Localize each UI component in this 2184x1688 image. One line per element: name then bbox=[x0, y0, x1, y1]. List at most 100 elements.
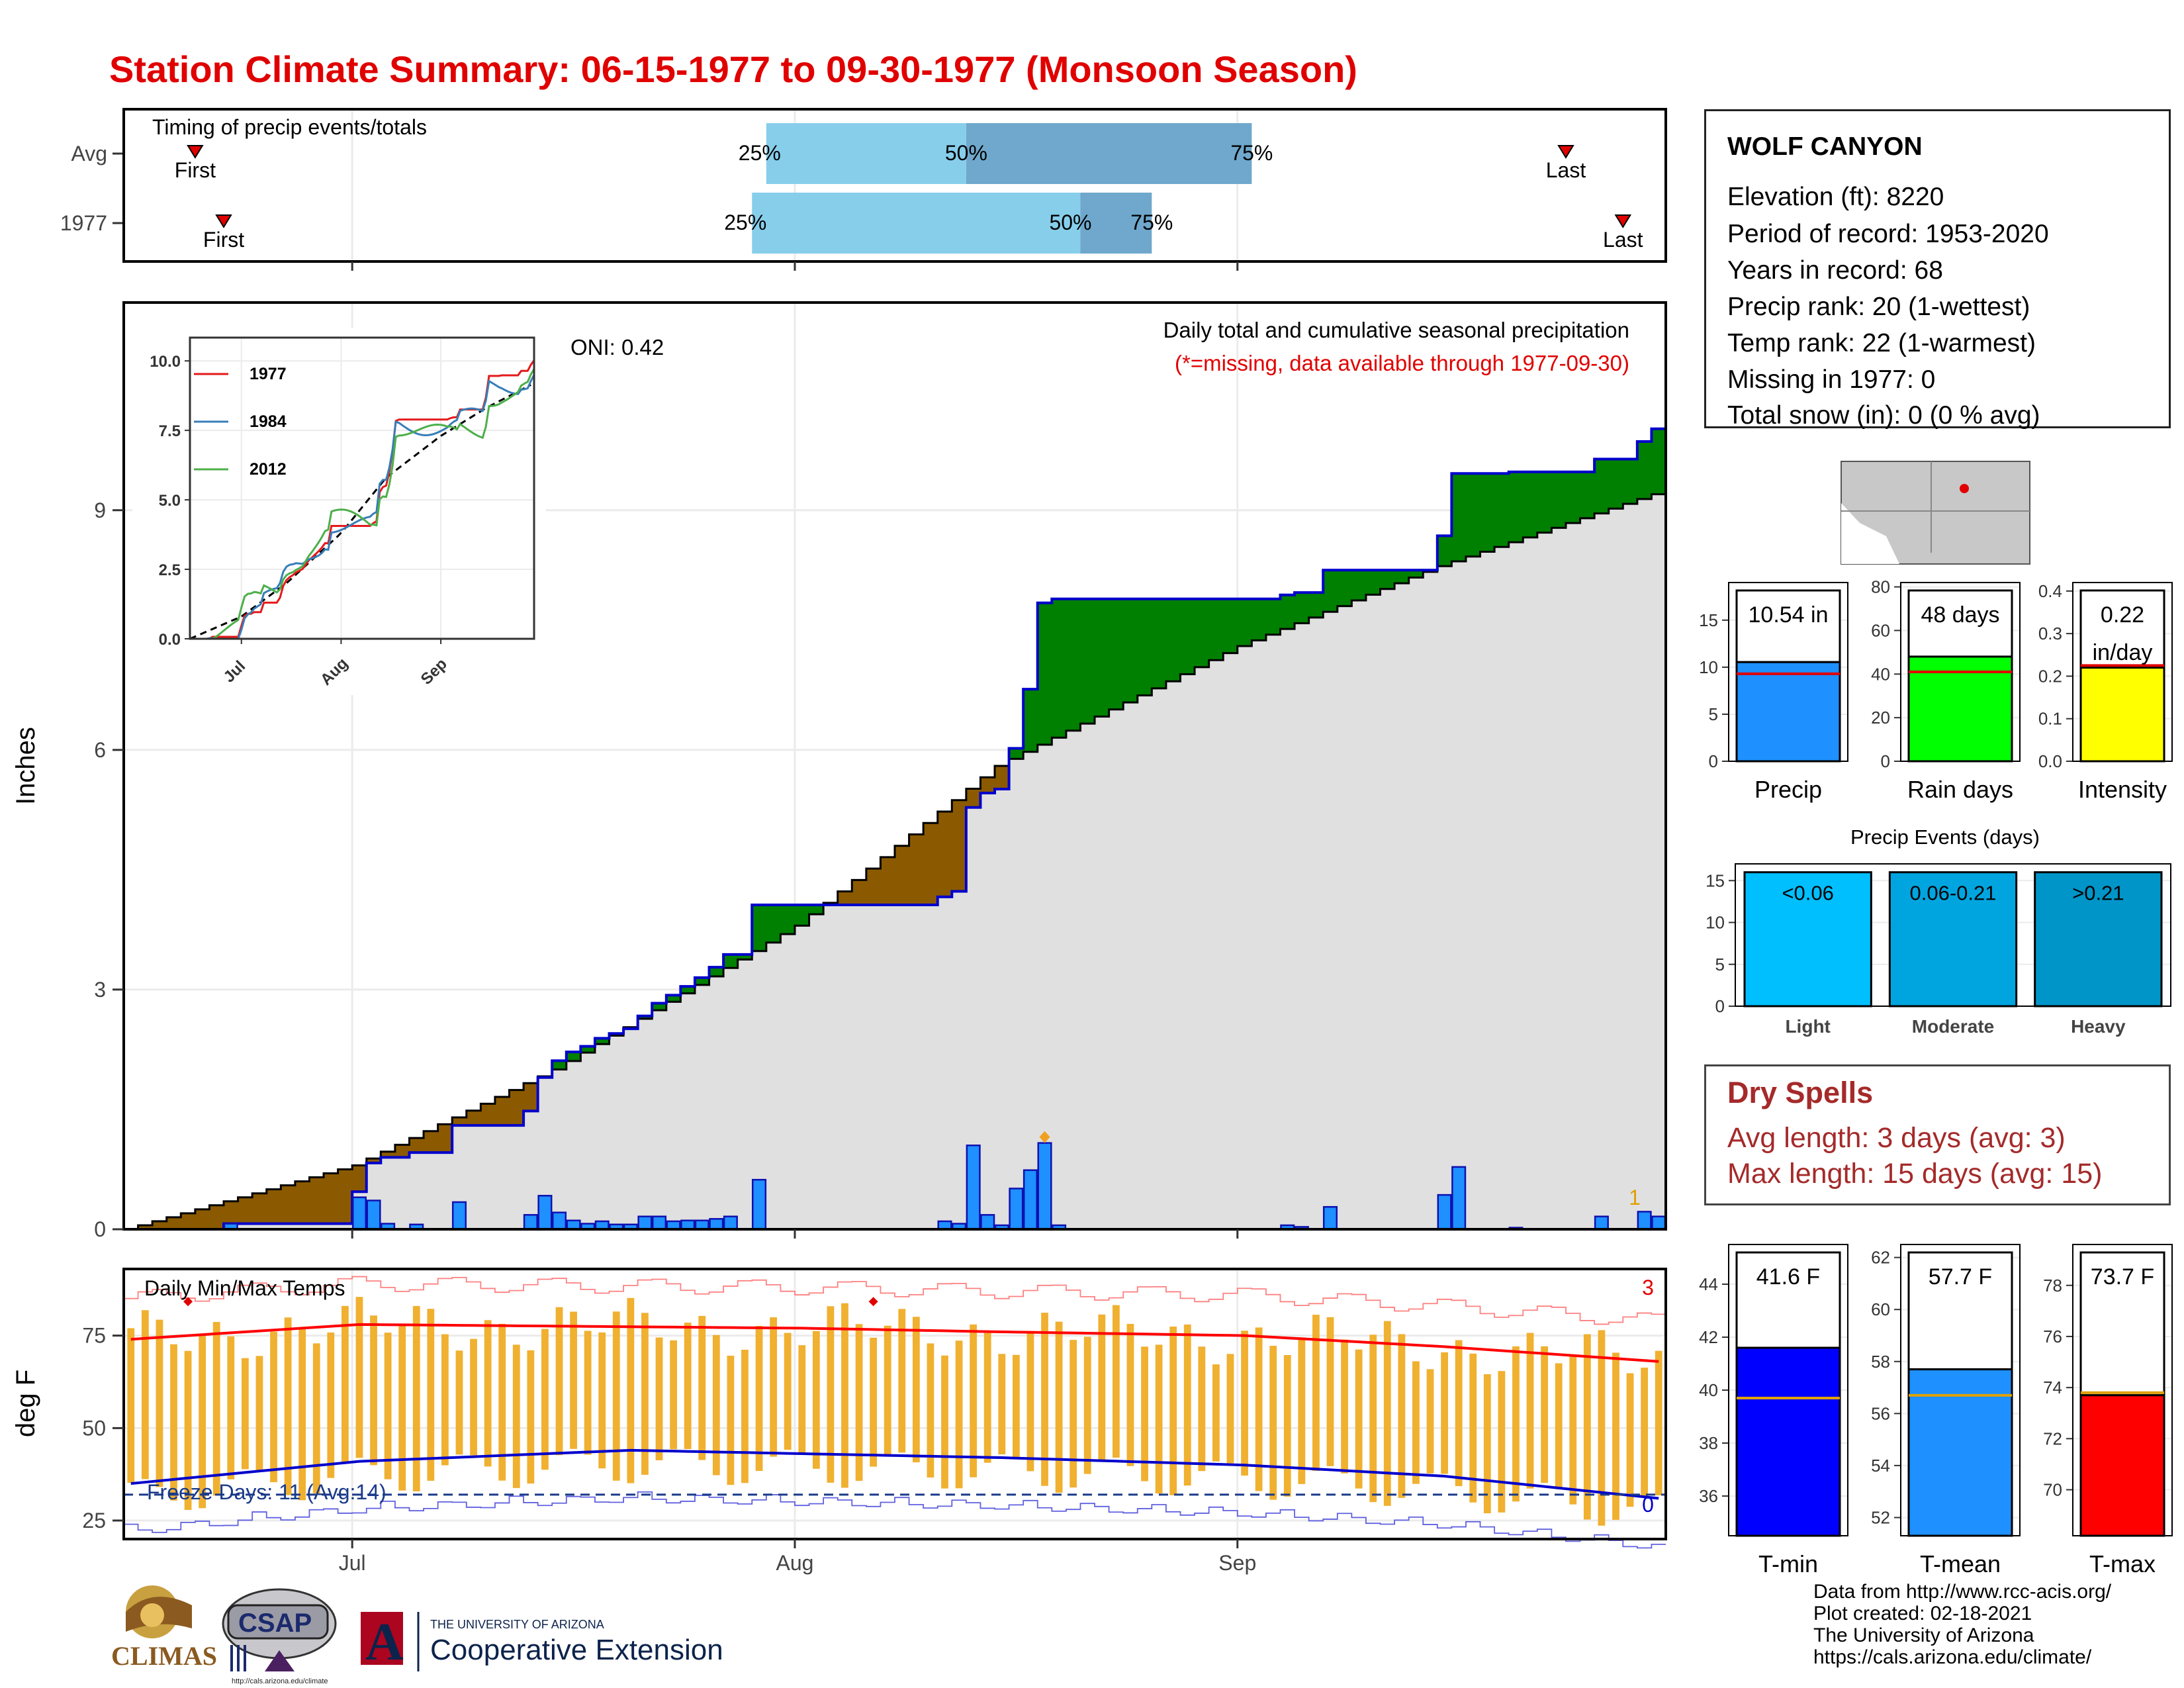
station-missing: Missing in 1977: 0 bbox=[1727, 365, 1936, 394]
below-average-fill bbox=[966, 788, 981, 808]
daily-temp-bar bbox=[741, 1350, 749, 1483]
ua-block-a-icon bbox=[361, 1612, 403, 1665]
intensity-bar bbox=[2079, 667, 2165, 763]
intensity-y-tick-label: 0.2 bbox=[2038, 666, 2062, 686]
station-name: WOLF CANYON bbox=[1727, 132, 1923, 161]
station-info-box: WOLF CANYON Elevation (ft): 8220 Period … bbox=[1704, 109, 2171, 430]
above-average-fill bbox=[780, 905, 796, 935]
below-average-fill bbox=[166, 1217, 181, 1229]
station-temp-rank: Temp rank: 22 (1-warmest) bbox=[1727, 329, 2036, 357]
above-average-fill bbox=[809, 905, 824, 915]
below-average-fill bbox=[880, 857, 895, 905]
daily-temp-bar bbox=[1269, 1346, 1277, 1500]
daily-temp-bar bbox=[355, 1297, 363, 1458]
above-average-fill bbox=[1152, 598, 1167, 688]
timing-panel-frame bbox=[122, 108, 1667, 263]
climas-logo: CLIMAS bbox=[111, 1585, 217, 1671]
above-average-fill bbox=[1608, 459, 1623, 509]
avg-cumulative-line bbox=[124, 493, 1666, 1231]
t-min-y-tick-label: 44 bbox=[1699, 1274, 1718, 1294]
above-average-fill bbox=[694, 977, 710, 985]
t-mean-value-label: 57.7 F bbox=[1929, 1264, 1992, 1289]
below-average-fill bbox=[209, 1205, 224, 1229]
record-high-line bbox=[124, 1276, 1666, 1325]
inset-y-tick-label: 7.5 bbox=[159, 422, 181, 440]
below-average-fill bbox=[523, 1083, 539, 1111]
daily-temp-bar bbox=[1626, 1373, 1634, 1507]
above-average-fill bbox=[1123, 598, 1138, 703]
rain-days-y-tick-label: 20 bbox=[1871, 708, 1890, 727]
above-average-fill bbox=[1066, 598, 1081, 731]
daily-temp-bar bbox=[470, 1338, 477, 1456]
dry-spells-box: Dry Spells Avg length: 3 days (avg: 3) M… bbox=[1704, 1064, 2171, 1205]
daily-temp-bar bbox=[1298, 1337, 1306, 1484]
above-average-fill bbox=[1651, 428, 1666, 494]
station-snow: Total snow (in): 0 (0 % avg) bbox=[1727, 401, 2040, 430]
below-average-fill bbox=[238, 1197, 253, 1224]
daily-temp-bar bbox=[1641, 1368, 1649, 1496]
daily-temp-bar bbox=[1512, 1346, 1520, 1502]
above-average-fill bbox=[1037, 602, 1052, 745]
daily-temp-bar bbox=[370, 1315, 377, 1466]
above-average-fill bbox=[1137, 598, 1152, 696]
daily-precip-bar bbox=[966, 1145, 981, 1231]
t-max-name: T-max bbox=[2089, 1550, 2156, 1577]
daily-temp-bar bbox=[1041, 1313, 1048, 1486]
intensity-y-tick-label: 0.4 bbox=[2038, 581, 2062, 601]
daily-precip-bar bbox=[551, 1211, 567, 1231]
above-average-fill bbox=[1480, 473, 1495, 552]
precip-event-bar bbox=[1888, 871, 2018, 1008]
precip-events-y-tick-label: 10 bbox=[1706, 913, 1725, 933]
daily-temp-bar bbox=[1069, 1340, 1077, 1488]
intensity-frame bbox=[2072, 582, 2173, 762]
daily-temp-bar bbox=[1612, 1352, 1619, 1520]
inset-frame bbox=[189, 336, 535, 640]
daily-precip-bar bbox=[723, 1215, 738, 1231]
daily-temp-bar bbox=[555, 1307, 563, 1456]
daily-precip-bar bbox=[1037, 1142, 1052, 1231]
below-average-fill bbox=[309, 1177, 324, 1224]
daily-temp-bar bbox=[727, 1356, 735, 1485]
t-min-bar bbox=[1735, 1346, 1841, 1537]
daily-temp-bar bbox=[1455, 1340, 1463, 1487]
precip-total-value-label: 10.54 in bbox=[1749, 602, 1829, 628]
t-max-y-tick-label: 76 bbox=[2043, 1327, 2062, 1346]
daily-temp-bar bbox=[1241, 1331, 1248, 1476]
below-average-fill bbox=[181, 1213, 196, 1229]
below-average-fill bbox=[352, 1165, 367, 1192]
daily-temp-bar bbox=[855, 1324, 863, 1481]
precip-y-axis-label: Inches bbox=[11, 727, 40, 805]
timing-last-label: Last bbox=[1603, 228, 1643, 252]
t-mean-label-box bbox=[1907, 1251, 2013, 1371]
daily-temp-bar bbox=[1155, 1344, 1163, 1494]
daily-temp-bar bbox=[184, 1350, 192, 1510]
daily-temp-bar bbox=[698, 1315, 706, 1460]
above-average-fill bbox=[1494, 473, 1510, 547]
above-average-fill bbox=[1295, 592, 1310, 624]
precip-events-y-tick-label: 5 bbox=[1715, 955, 1725, 974]
daily-temp-bar bbox=[927, 1343, 934, 1477]
daily-precip-bar bbox=[537, 1195, 553, 1231]
precip-events-frame bbox=[1735, 863, 2171, 1007]
above-average-fill bbox=[1551, 471, 1567, 528]
footer-line-date: Plot created: 02-18-2021 bbox=[1813, 1603, 2032, 1624]
timing-row-label: 1977 bbox=[60, 211, 107, 235]
precip-event-category: Light bbox=[1785, 1016, 1830, 1037]
t-min-y-tick-label: 36 bbox=[1699, 1486, 1718, 1506]
station-location-marker-icon bbox=[1960, 484, 1969, 493]
precip-event-category: Moderate bbox=[1912, 1016, 1994, 1037]
daily-temp-bar bbox=[641, 1313, 649, 1475]
footer-line-data: Data from http://www.rcc-acis.org/ bbox=[1813, 1581, 2112, 1603]
record-low-line bbox=[124, 1491, 1666, 1549]
below-average-fill bbox=[381, 1151, 396, 1158]
timing-row-label: Avg bbox=[71, 142, 107, 165]
above-average-fill bbox=[1165, 598, 1181, 682]
inset-y-tick-label: 2.5 bbox=[159, 561, 181, 579]
daily-precip-bar bbox=[1594, 1215, 1609, 1231]
daily-temp-bar bbox=[284, 1317, 292, 1495]
t-mean-y-tick-label: 62 bbox=[1871, 1248, 1890, 1268]
above-average-fill bbox=[1208, 598, 1224, 661]
below-average-fill bbox=[852, 880, 867, 905]
daily-temp-bar bbox=[1141, 1346, 1148, 1481]
above-average-fill bbox=[752, 905, 767, 951]
